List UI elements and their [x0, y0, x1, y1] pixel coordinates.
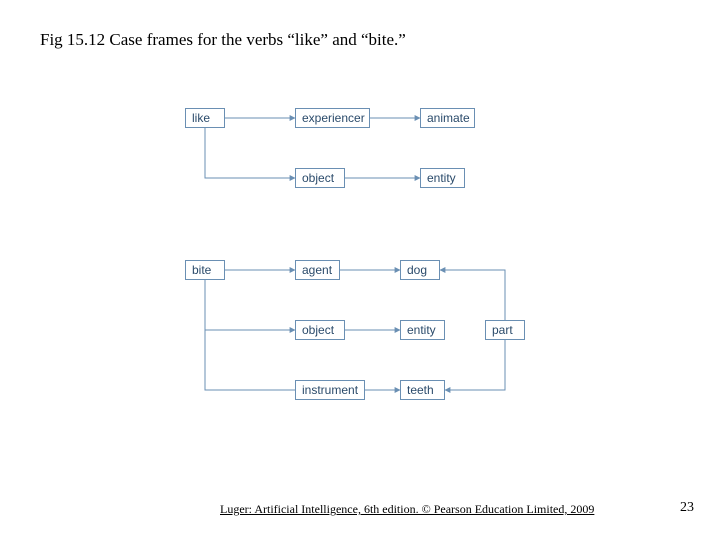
node-part: part — [485, 320, 525, 340]
node-bite: bite — [185, 260, 225, 280]
edge — [205, 280, 295, 330]
node-teeth: teeth — [400, 380, 445, 400]
node-experiencer: experiencer — [295, 108, 370, 128]
node-entity2: entity — [400, 320, 445, 340]
figure-title: Fig 15.12 Case frames for the verbs “lik… — [40, 30, 406, 50]
edge — [205, 330, 295, 390]
edge — [440, 270, 505, 320]
node-object1: object — [295, 168, 345, 188]
edge — [445, 340, 505, 390]
node-dog: dog — [400, 260, 440, 280]
node-entity1: entity — [420, 168, 465, 188]
node-like: like — [185, 108, 225, 128]
node-agent: agent — [295, 260, 340, 280]
edge — [205, 128, 295, 178]
node-instrument: instrument — [295, 380, 365, 400]
diagram-edges — [0, 0, 720, 540]
page-number: 23 — [680, 500, 694, 516]
node-animate: animate — [420, 108, 475, 128]
footer-citation: Luger: Artificial Intelligence, 6th edit… — [220, 502, 594, 517]
node-object2: object — [295, 320, 345, 340]
